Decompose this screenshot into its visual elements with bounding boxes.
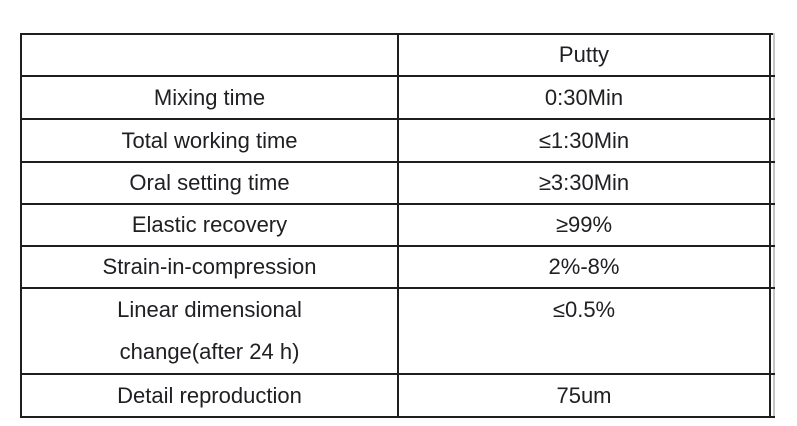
cropped-column-sliver <box>769 245 775 289</box>
cropped-column-sliver <box>769 118 775 163</box>
table-row: Detail reproduction 75um <box>20 373 775 418</box>
row-value-linear-dimensional-change: ≤0.5% <box>397 287 771 375</box>
table-row: Mixing time 0:30Min <box>20 75 775 120</box>
table-row: Elastic recovery ≥99% <box>20 203 775 247</box>
label-line-2: change(after 24 h) <box>119 339 300 364</box>
row-label-detail-reproduction: Detail reproduction <box>20 373 399 418</box>
row-label-total-working-time: Total working time <box>20 118 399 163</box>
cropped-column-sliver <box>769 373 775 418</box>
header-row: Putty <box>20 33 775 77</box>
cropped-column-sliver <box>769 161 775 205</box>
row-label-elastic-recovery: Elastic recovery <box>20 203 399 247</box>
cropped-column-sliver <box>769 203 775 247</box>
table-row: Linear dimensional change(after 24 h) ≤0… <box>20 287 775 375</box>
row-label-strain-in-compression: Strain-in-compression <box>20 245 399 289</box>
cropped-column-sliver <box>769 75 775 120</box>
table-row: Total working time ≤1:30Min <box>20 118 775 163</box>
row-value-detail-reproduction: 75um <box>397 373 771 418</box>
row-value-oral-setting-time: ≥3:30Min <box>397 161 771 205</box>
row-value-mixing-time: 0:30Min <box>397 75 771 120</box>
table-row: Strain-in-compression 2%-8% <box>20 245 775 289</box>
row-label-linear-dimensional-change: Linear dimensional change(after 24 h) <box>20 287 399 375</box>
spec-table: Putty Mixing time 0:30Min Total working … <box>20 33 775 418</box>
row-label-mixing-time: Mixing time <box>20 75 399 120</box>
cropped-column-sliver <box>769 33 775 77</box>
table-row: Oral setting time ≥3:30Min <box>20 161 775 205</box>
header-empty-cell <box>20 33 399 77</box>
label-line-1: Linear dimensional <box>117 297 302 322</box>
cropped-column-sliver <box>769 287 775 375</box>
row-label-oral-setting-time: Oral setting time <box>20 161 399 205</box>
row-value-total-working-time: ≤1:30Min <box>397 118 771 163</box>
row-value-strain-in-compression: 2%-8% <box>397 245 771 289</box>
row-value-elastic-recovery: ≥99% <box>397 203 771 247</box>
header-putty-cell: Putty <box>397 33 771 77</box>
